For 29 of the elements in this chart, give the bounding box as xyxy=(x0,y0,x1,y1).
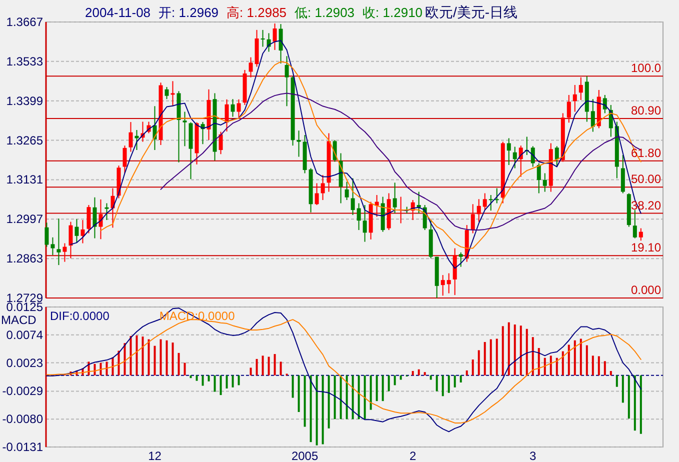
y-tick-label: -0.0131 xyxy=(2,440,44,454)
annotation: 0.000 xyxy=(630,283,662,297)
text: 收: 1.2910 xyxy=(362,5,423,20)
annotation: 19.10 xyxy=(630,240,662,255)
y-tick-label: 1.3265 xyxy=(6,133,44,148)
text: 2004-11-08 xyxy=(85,5,151,20)
y-tick-label: 1.2997 xyxy=(6,212,44,226)
annotation: 50.00 xyxy=(630,172,662,186)
y-tick-label: -0.0080 xyxy=(2,412,44,426)
y-tick-label: -0.0029 xyxy=(2,384,44,398)
y-tick-label: 1.3533 xyxy=(6,54,44,68)
annotation: 100.0 xyxy=(630,61,662,76)
annotation: 80.90 xyxy=(630,104,662,118)
y-tick-label: 1.2863 xyxy=(6,252,44,266)
x-tick-label: 3 xyxy=(530,449,537,462)
y-tick-label: 1.3399 xyxy=(6,94,44,108)
x-tick-label: 12 xyxy=(148,449,162,462)
x-tick-label: 2005 xyxy=(291,449,318,462)
x-tick-label: 2 xyxy=(409,449,416,462)
y-tick-label: 1.3667 xyxy=(6,15,44,29)
y-tick-label: 0.0023 xyxy=(6,356,44,370)
text: 开: 1.2969 xyxy=(158,5,219,20)
y-tick-label: 0.0074 xyxy=(6,328,44,342)
text: DIF:0.0000 xyxy=(50,309,110,323)
y-tick-label: 1.3131 xyxy=(6,172,44,187)
text: 高: 1.2985 xyxy=(226,5,287,20)
chart-title: 欧元/美元-日线 xyxy=(425,4,518,20)
y-axis-title: MACD xyxy=(1,313,37,327)
text: 低: 1.2903 xyxy=(294,5,355,20)
